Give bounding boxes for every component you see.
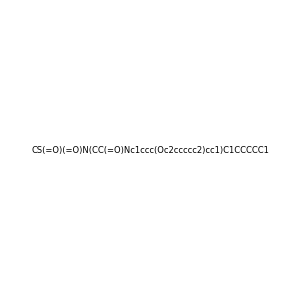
Text: CS(=O)(=O)N(CC(=O)Nc1ccc(Oc2ccccc2)cc1)C1CCCCC1: CS(=O)(=O)N(CC(=O)Nc1ccc(Oc2ccccc2)cc1)C… bbox=[31, 146, 269, 154]
